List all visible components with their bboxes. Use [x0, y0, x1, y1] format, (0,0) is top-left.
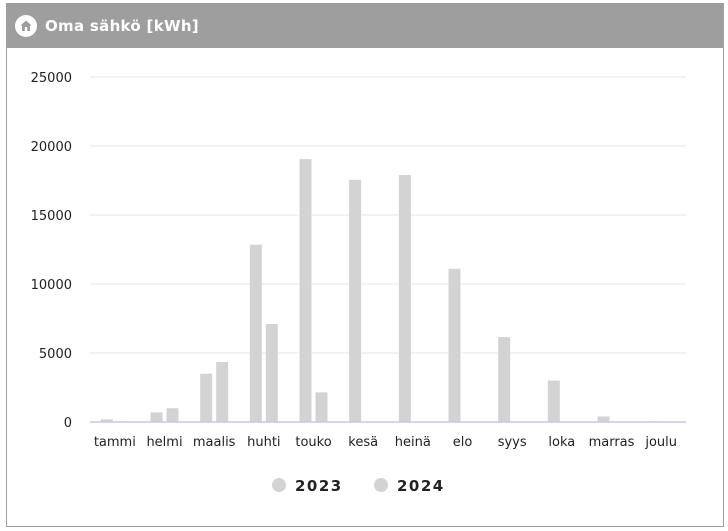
x-tick-label: syys: [498, 435, 527, 450]
x-tick-label: huhti: [247, 435, 280, 450]
x-tick-label: helmi: [146, 435, 182, 450]
x-tick-label: heinä: [395, 435, 431, 450]
bar-2023-huhti[interactable]: [249, 244, 262, 422]
chart-grid: [90, 76, 686, 354]
bar-2023-touko[interactable]: [299, 159, 312, 423]
energy-card: Oma sähkö [kWh]: [6, 3, 724, 527]
x-tick-label: tammi: [94, 435, 136, 450]
bar-2023-tammi[interactable]: [100, 419, 113, 422]
bar-2023-heinä[interactable]: [398, 174, 411, 422]
x-tick-label: marras: [589, 435, 635, 450]
bar-2023-helmi[interactable]: [150, 412, 163, 422]
bar-2024-helmi[interactable]: [166, 408, 179, 422]
legend-marker: [374, 478, 388, 492]
x-tick-label: joulu: [644, 435, 677, 450]
bar-2023-kesä[interactable]: [349, 179, 362, 422]
y-tick-label: 0: [64, 416, 72, 431]
card-title: Oma sähkö [kWh]: [45, 17, 199, 35]
x-tick-label: elo: [453, 435, 473, 450]
chart-bars: [90, 159, 686, 423]
y-tick-label: 20000: [31, 140, 72, 155]
bar-2024-huhti[interactable]: [265, 324, 278, 422]
house-icon: [15, 15, 37, 37]
legend-marker: [272, 478, 286, 492]
bar-2023-syys[interactable]: [498, 337, 511, 422]
x-tick-label: touko: [295, 435, 331, 450]
legend-label[interactable]: 2023: [295, 477, 343, 495]
x-axis-ticks: tammi helmi maalis huhti touko kesä heinä elo sy…: [94, 435, 677, 450]
bar-2023-elo[interactable]: [448, 268, 461, 422]
x-tick-label: kesä: [348, 435, 378, 450]
card-header: Oma sähkö [kWh]: [7, 4, 723, 48]
x-tick-label: loka: [548, 435, 575, 450]
legend-label[interactable]: 2024: [397, 477, 445, 495]
y-tick-label: 25000: [31, 71, 72, 86]
y-tick-label: 15000: [31, 209, 72, 224]
bar-2023-marras[interactable]: [597, 416, 610, 422]
x-tick-label: maalis: [193, 435, 236, 450]
bar-2023-maalis[interactable]: [200, 373, 213, 422]
y-tick-label: 5000: [39, 347, 72, 362]
bar-2023-loka[interactable]: [547, 380, 560, 422]
bar-2024-touko[interactable]: [315, 392, 328, 422]
y-tick-label: 10000: [31, 278, 72, 293]
bar-2024-maalis[interactable]: [216, 361, 229, 422]
chart-legend: 2023 2024: [272, 477, 445, 495]
y-axis-ticks: 0 5000 10000 15000 20000 25000: [31, 71, 72, 431]
